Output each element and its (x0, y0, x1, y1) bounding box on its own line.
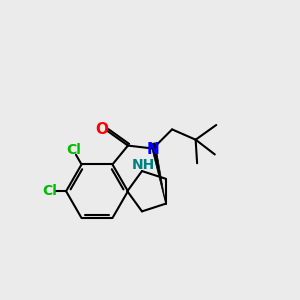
Text: Cl: Cl (43, 184, 57, 198)
Text: Cl: Cl (66, 143, 81, 158)
Text: N: N (147, 142, 159, 158)
Polygon shape (151, 143, 166, 204)
Text: NH: NH (132, 158, 155, 172)
Text: O: O (95, 122, 109, 137)
